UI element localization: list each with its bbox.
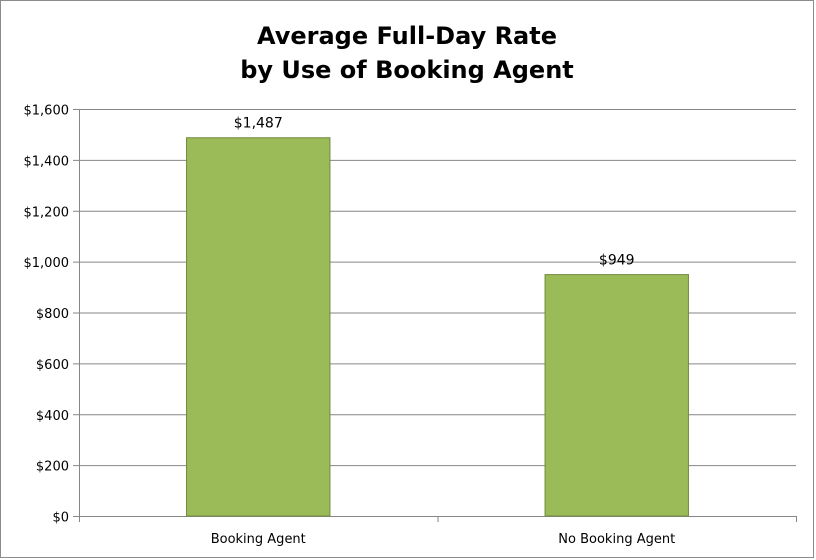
chart-title-line-2: by Use of Booking Agent — [240, 56, 574, 84]
y-tick-label: $1,400 — [24, 154, 70, 169]
x-category-label: Booking Agent — [211, 532, 306, 547]
y-tick-label: $400 — [36, 409, 69, 424]
y-axis-tick-labels: $0 $200 $400 $600 $800 $1,000 $1,200 $1,400 $1,6… — [24, 104, 70, 526]
data-label: $949 — [599, 253, 635, 269]
y-tick-label: $0 — [52, 511, 69, 526]
y-tick-label: $200 — [36, 460, 69, 475]
chart-title: Average Full-Day Rate by Use of Booking … — [1, 19, 813, 87]
y-tick-label: $1,000 — [24, 256, 70, 271]
data-labels: $1,487 $949 — [234, 116, 635, 269]
chart-title-line-1: Average Full-Day Rate — [257, 22, 557, 50]
y-tick-label: $1,600 — [24, 104, 70, 119]
data-label: $1,487 — [234, 116, 283, 132]
y-tick-label: $800 — [36, 307, 69, 322]
bar — [544, 274, 689, 517]
y-tick-label: $600 — [36, 358, 69, 373]
bar — [186, 137, 331, 517]
x-axis-tick-labels: Booking Agent No Booking Agent — [211, 532, 675, 547]
bars — [186, 137, 689, 517]
y-tick-label: $1,200 — [24, 205, 70, 220]
x-category-label: No Booking Agent — [558, 532, 675, 547]
